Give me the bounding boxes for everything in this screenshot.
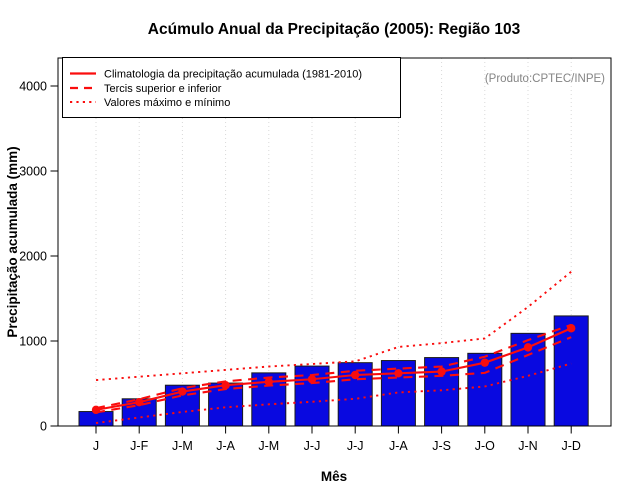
y-tick-label-2000: 2000 [19, 249, 47, 263]
climatology-point-J-S [437, 367, 446, 376]
bar-J-A [208, 382, 244, 427]
y-tick-label-3000: 3000 [19, 164, 47, 178]
x-axis-title: Mês [321, 469, 347, 484]
legend-box [62, 57, 401, 118]
x-tick-label-10: J-N [518, 439, 537, 453]
y-axis-title: Precipitação acumulada (mm) [5, 146, 20, 337]
y-tick-label-4000: 4000 [19, 79, 47, 93]
lines-layer [91, 270, 576, 424]
line-dotted-series [95, 270, 572, 382]
line-dotted-series [95, 362, 572, 424]
climatology-point-J-M [264, 377, 273, 386]
x-tick-label-11: J-D [561, 439, 580, 453]
x-tick-label-7: J-A [389, 439, 408, 453]
line-dashed-series [95, 336, 572, 414]
line-dashed-series [95, 323, 572, 410]
climatology-point-J-N [523, 343, 533, 352]
climatology-point-J-F [135, 398, 144, 407]
legend-item-tercis: Tercis superior e inferior [104, 83, 222, 95]
climatology-point-J-A [221, 381, 230, 390]
legend-item-max-min: Valores máximo e mínimo [104, 97, 230, 109]
climatology-point-J-J [351, 370, 360, 380]
x-tick-label-8: J-S [432, 439, 451, 453]
source-note: (Produto:CPTEC/INPE) [485, 73, 605, 85]
legend: Climatologia da precipitação acumulada (… [62, 57, 401, 118]
gridlines-layer [95, 58, 572, 426]
x-tick-label-5: J-J [304, 439, 321, 453]
chart-title: Acúmulo Anual da Precipitação (2005): Re… [148, 21, 521, 38]
x-tick-label-0: J [93, 439, 99, 453]
x-tick-label-4: J-M [258, 439, 279, 453]
x-tick-label-2: J-M [172, 439, 193, 453]
legend-item-climatology: Climatologia da precipitação acumulada (… [104, 69, 362, 81]
x-tick-label-1: J-F [130, 439, 148, 453]
x-tick-label-6: J-J [347, 439, 364, 453]
climatology-point-J-A [394, 369, 403, 378]
climatology-point-J-J [307, 375, 317, 384]
bar-J-A [380, 360, 416, 427]
axes-layer: 0 1000 2000 3000 4000 J J-F J-M J-A J-M J-J J-J J-A J… [19, 79, 581, 453]
y-tick-label-1000: 1000 [19, 334, 47, 348]
line-solid-series [95, 327, 572, 411]
climatology-point-J-O [480, 358, 489, 367]
y-tick-label-0: 0 [40, 419, 47, 433]
x-tick-label-3: J-A [216, 439, 235, 453]
x-tick-label-9: J-O [475, 439, 495, 453]
bars-layer [78, 315, 589, 427]
